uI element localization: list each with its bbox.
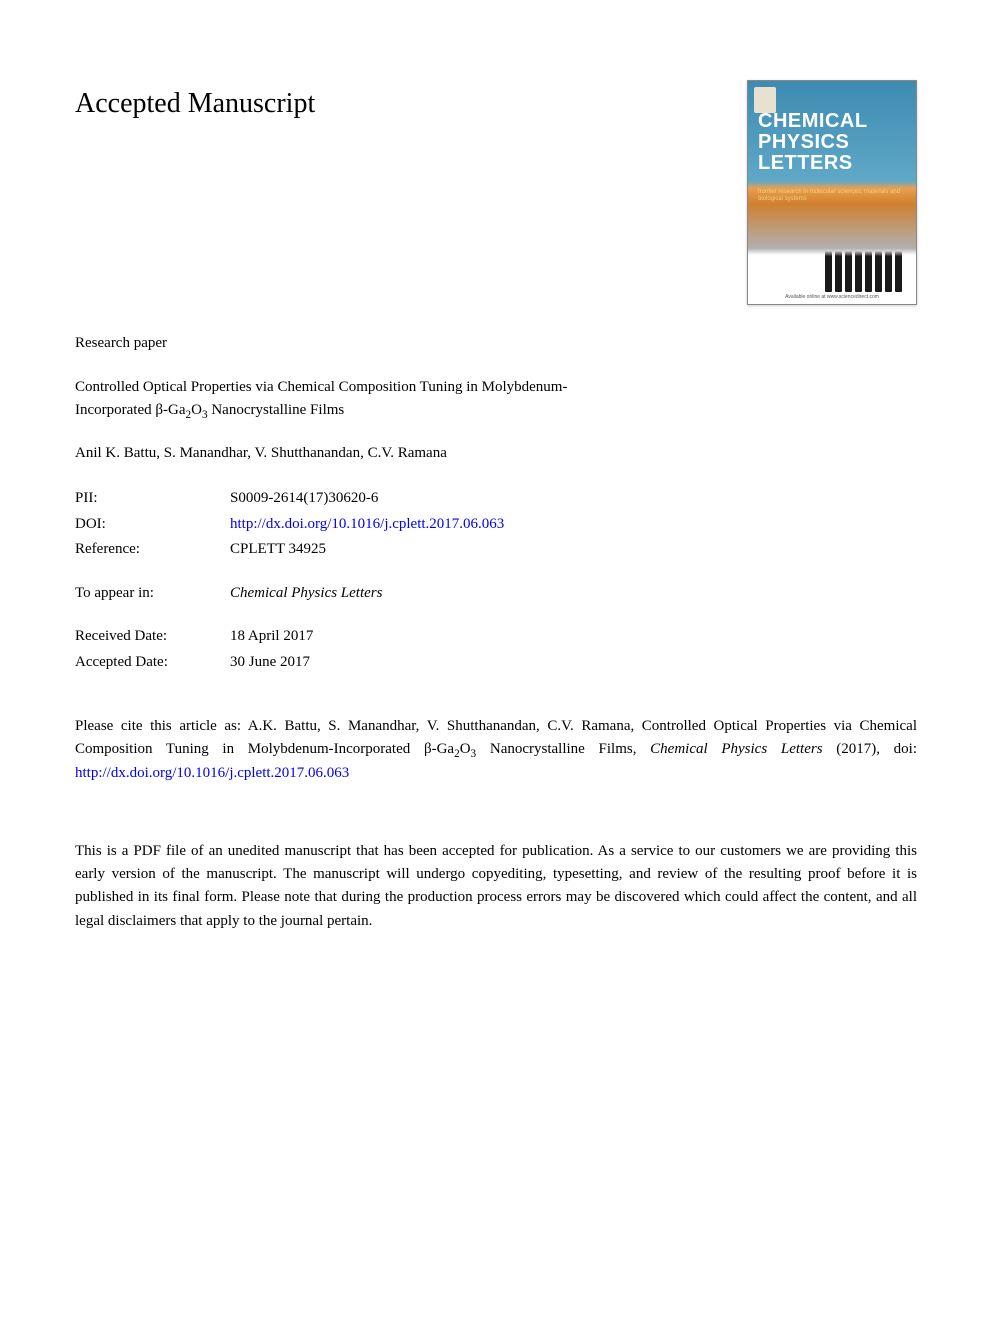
tube-icon — [875, 250, 882, 292]
meta-value-accepted: 30 June 2017 — [230, 650, 917, 676]
journal-title-line3: LETTERS — [758, 153, 906, 174]
journal-title-line1: CHEMICAL — [758, 111, 906, 132]
disclaimer-text: This is a PDF file of an unedited manusc… — [75, 840, 917, 933]
meta-value-to-appear: Chemical Physics Letters — [230, 581, 917, 607]
citation-doi-link[interactable]: http://dx.doi.org/10.1016/j.cplett.2017.… — [75, 765, 349, 781]
journal-title-line2: PHYSICS — [758, 132, 906, 153]
journal-cover-thumbnail: CHEMICAL PHYSICS LETTERS frontier resear… — [747, 80, 917, 305]
meta-row-to-appear: To appear in: Chemical Physics Letters — [75, 581, 917, 607]
journal-cover-graphic — [824, 244, 902, 292]
tube-icon — [885, 250, 892, 292]
meta-label-reference: Reference: — [75, 537, 230, 563]
journal-cover-title: CHEMICAL PHYSICS LETTERS — [758, 111, 906, 174]
meta-label-to-appear: To appear in: — [75, 581, 230, 607]
meta-value-received: 18 April 2017 — [230, 624, 917, 650]
meta-value-doi: http://dx.doi.org/10.1016/j.cplett.2017.… — [230, 512, 917, 538]
meta-row-received: Received Date: 18 April 2017 — [75, 624, 917, 650]
paper-title: Controlled Optical Properties via Chemic… — [75, 376, 635, 421]
accepted-manuscript-heading: Accepted Manuscript — [75, 88, 315, 120]
meta-value-reference: CPLETT 34925 — [230, 537, 917, 563]
tube-icon — [855, 250, 862, 292]
meta-value-pii: S0009-2614(17)30620-6 — [230, 486, 917, 512]
authors-list: Anil K. Battu, S. Manandhar, V. Shutthan… — [75, 445, 917, 462]
section-label: Research paper — [75, 335, 917, 352]
tube-icon — [865, 250, 872, 292]
tube-icon — [845, 250, 852, 292]
metadata-block: PII: S0009-2614(17)30620-6 DOI: http://d… — [75, 486, 917, 563]
metadata-block-2: To appear in: Chemical Physics Letters — [75, 581, 917, 607]
journal-name-italic: Chemical Physics Letters — [230, 585, 382, 601]
journal-cover-footer: Available online at www.sciencedirect.co… — [748, 294, 916, 300]
metadata-block-3: Received Date: 18 April 2017 Accepted Da… — [75, 624, 917, 675]
meta-label-accepted: Accepted Date: — [75, 650, 230, 676]
header-row: Accepted Manuscript CHEMICAL PHYSICS LET… — [75, 80, 917, 305]
meta-row-doi: DOI: http://dx.doi.org/10.1016/j.cplett.… — [75, 512, 917, 538]
doi-link[interactable]: http://dx.doi.org/10.1016/j.cplett.2017.… — [230, 516, 504, 532]
meta-row-pii: PII: S0009-2614(17)30620-6 — [75, 486, 917, 512]
meta-label-doi: DOI: — [75, 512, 230, 538]
tube-icon — [895, 250, 902, 292]
citation-text: Please cite this article as: A.K. Battu,… — [75, 715, 917, 785]
meta-row-reference: Reference: CPLETT 34925 — [75, 537, 917, 563]
meta-label-pii: PII: — [75, 486, 230, 512]
journal-cover-subtitle: frontier research in molecular sciences,… — [758, 189, 906, 203]
meta-label-received: Received Date: — [75, 624, 230, 650]
tube-icon — [825, 250, 832, 292]
meta-row-accepted: Accepted Date: 30 June 2017 — [75, 650, 917, 676]
tube-icon — [835, 250, 842, 292]
